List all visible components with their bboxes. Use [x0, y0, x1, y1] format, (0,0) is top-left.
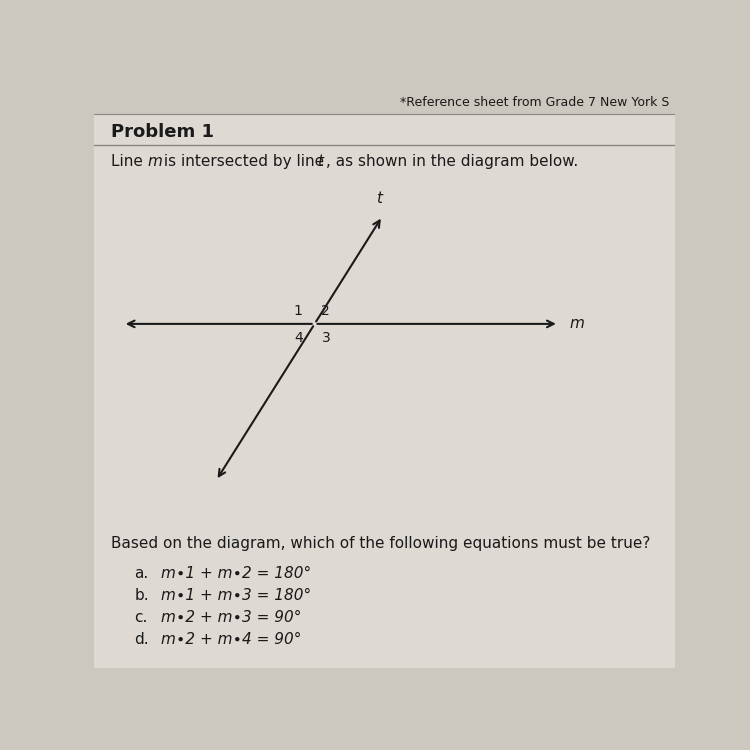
- Text: 1: 1: [294, 304, 303, 318]
- Text: m∙2 + m∙3 = 90°: m∙2 + m∙3 = 90°: [160, 610, 301, 625]
- Text: a.: a.: [134, 566, 148, 580]
- Text: t: t: [317, 154, 323, 169]
- Text: m∙1 + m∙2 = 180°: m∙1 + m∙2 = 180°: [160, 566, 310, 580]
- Text: 2: 2: [321, 304, 329, 318]
- FancyBboxPatch shape: [94, 114, 675, 668]
- Text: Based on the diagram, which of the following equations must be true?: Based on the diagram, which of the follo…: [111, 536, 650, 550]
- Text: 3: 3: [322, 332, 331, 345]
- Text: 4: 4: [294, 332, 303, 345]
- Text: is intersected by line: is intersected by line: [159, 154, 328, 169]
- Text: m∙1 + m∙3 = 180°: m∙1 + m∙3 = 180°: [160, 588, 310, 603]
- Text: d.: d.: [134, 632, 149, 646]
- Text: Line: Line: [111, 154, 148, 169]
- Text: b.: b.: [134, 588, 149, 603]
- Text: m: m: [148, 154, 163, 169]
- Text: *Reference sheet from Grade 7 New York S: *Reference sheet from Grade 7 New York S: [400, 96, 669, 109]
- Text: m∙2 + m∙4 = 90°: m∙2 + m∙4 = 90°: [160, 632, 301, 646]
- Text: m: m: [569, 316, 584, 332]
- Text: t: t: [376, 190, 382, 206]
- Text: Problem 1: Problem 1: [111, 122, 214, 140]
- Text: , as shown in the diagram below.: , as shown in the diagram below.: [326, 154, 578, 169]
- Text: c.: c.: [134, 610, 148, 625]
